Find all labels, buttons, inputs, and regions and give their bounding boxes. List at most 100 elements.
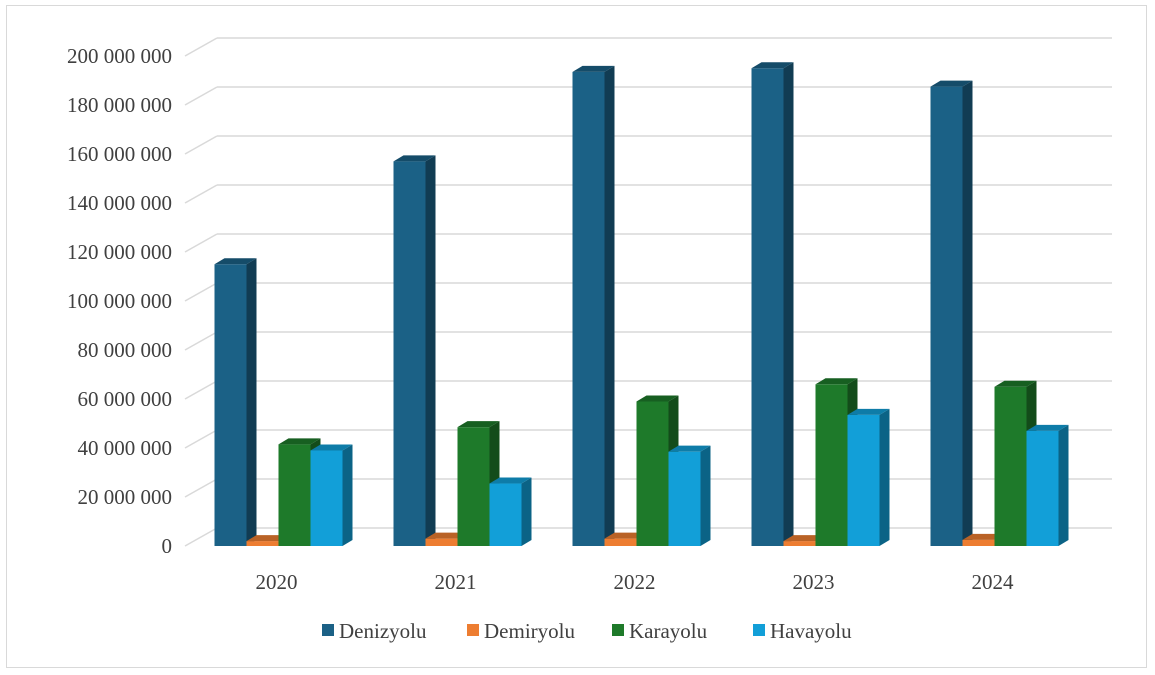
legend-swatch — [753, 624, 765, 636]
bar-side — [521, 477, 532, 546]
y-tick-label: 100 000 000 — [67, 289, 172, 313]
bar-denizyolu-2023 — [751, 62, 794, 546]
bar-top — [572, 65, 615, 72]
x-tick-label: 2022 — [614, 570, 656, 594]
legend-label: Havayolu — [770, 619, 852, 643]
bar-denizyolu-2021 — [393, 155, 436, 546]
gridline-diagonal — [184, 380, 218, 400]
bar-top — [310, 444, 353, 451]
bar-front — [962, 539, 995, 546]
legend-item-denizyolu: Denizyolu — [322, 619, 427, 643]
legend-swatch — [612, 624, 624, 636]
bar-top — [962, 533, 1005, 540]
bar-front — [636, 401, 669, 546]
bar-top — [214, 258, 257, 265]
bar-front — [457, 427, 490, 546]
bar-top — [1026, 424, 1069, 431]
bar-karayolu-2024 — [994, 380, 1037, 546]
bar-side — [342, 444, 353, 546]
bar-front — [847, 414, 880, 546]
bar-denizyolu-2024 — [930, 80, 973, 546]
legend-item-karayolu: Karayolu — [612, 619, 708, 643]
bar-side — [879, 408, 890, 546]
legend-label: Denizyolu — [339, 619, 427, 643]
bar-top — [278, 438, 321, 445]
gridline-diagonal — [184, 478, 218, 498]
bar-side — [246, 258, 257, 546]
bar-top — [604, 532, 647, 539]
gridline-diagonal — [184, 331, 218, 351]
bar-havayolu-2020 — [310, 444, 353, 546]
bar-front — [751, 68, 784, 546]
legend-item-demiryolu: Demiryolu — [467, 619, 575, 643]
bar-side — [962, 80, 973, 546]
y-axis-ticks: 0 20 000 000 40 000 000 60 000 000 80 000 00… — [67, 44, 172, 558]
bar-top — [930, 80, 973, 87]
bar-front — [425, 538, 458, 546]
bar-side — [783, 62, 794, 546]
x-tick-label: 2024 — [972, 570, 1015, 594]
gridline-diagonal — [184, 233, 218, 253]
bar-top — [636, 395, 679, 402]
y-tick-label: 140 000 000 — [67, 191, 172, 215]
gridline-diagonal — [184, 282, 218, 302]
y-tick-label: 0 — [162, 534, 173, 558]
bar-top — [457, 421, 500, 428]
bar-top — [246, 535, 289, 542]
x-tick-label: 2021 — [435, 570, 477, 594]
bar-front — [489, 483, 522, 546]
bar-havayolu-2023 — [847, 408, 890, 546]
y-tick-label: 180 000 000 — [67, 93, 172, 117]
y-tick-label: 80 000 000 — [78, 338, 173, 362]
bar-top — [783, 535, 826, 542]
y-tick-label: 200 000 000 — [67, 44, 172, 68]
bar-front — [246, 541, 279, 546]
gridline-diagonal — [184, 86, 218, 106]
bar-front — [310, 450, 343, 546]
bar-top — [751, 62, 794, 69]
legend-swatch — [467, 624, 479, 636]
bar-top — [994, 380, 1037, 387]
bar-front — [214, 264, 247, 546]
bar-side — [604, 65, 615, 547]
bar-side — [1058, 424, 1069, 546]
bar-front — [930, 86, 963, 546]
x-axis-ticks: 2020 2021 2022 2023 2024 — [256, 570, 1015, 594]
gridline-diagonal — [184, 527, 218, 547]
gridline-diagonal — [184, 184, 218, 204]
bar-front — [783, 541, 816, 546]
bar-top — [489, 477, 532, 484]
y-tick-label: 120 000 000 — [67, 240, 172, 264]
legend-label: Demiryolu — [484, 619, 575, 643]
legend: Denizyolu Demiryolu Karayolu Havayolu — [322, 619, 852, 643]
y-tick-label: 160 000 000 — [67, 142, 172, 166]
bars — [214, 62, 1069, 547]
legend-swatch — [322, 624, 334, 636]
y-tick-label: 20 000 000 — [78, 485, 173, 509]
bar-top — [425, 532, 468, 539]
y-tick-label: 40 000 000 — [78, 436, 173, 460]
bar-side — [425, 155, 436, 546]
bar-top — [815, 378, 858, 385]
gridline-diagonal — [184, 37, 218, 57]
x-tick-label: 2020 — [256, 570, 298, 594]
gridline-diagonal — [184, 429, 218, 449]
bar-denizyolu-2022 — [572, 65, 615, 547]
y-tick-label: 60 000 000 — [78, 387, 173, 411]
bar-top — [668, 445, 711, 452]
bar-front — [815, 384, 848, 546]
bar-side — [700, 445, 711, 546]
bar-front — [994, 386, 1027, 546]
bar-front — [668, 451, 701, 546]
bar-top — [393, 155, 436, 162]
bar-havayolu-2024 — [1026, 424, 1069, 546]
bar-havayolu-2021 — [489, 477, 532, 546]
x-tick-label: 2023 — [793, 570, 835, 594]
legend-item-havayolu: Havayolu — [753, 619, 852, 643]
legend-label: Karayolu — [629, 619, 708, 643]
bar-havayolu-2022 — [668, 445, 711, 546]
bar-top — [847, 408, 890, 415]
bar-front — [278, 444, 311, 546]
bar-front — [393, 161, 426, 546]
